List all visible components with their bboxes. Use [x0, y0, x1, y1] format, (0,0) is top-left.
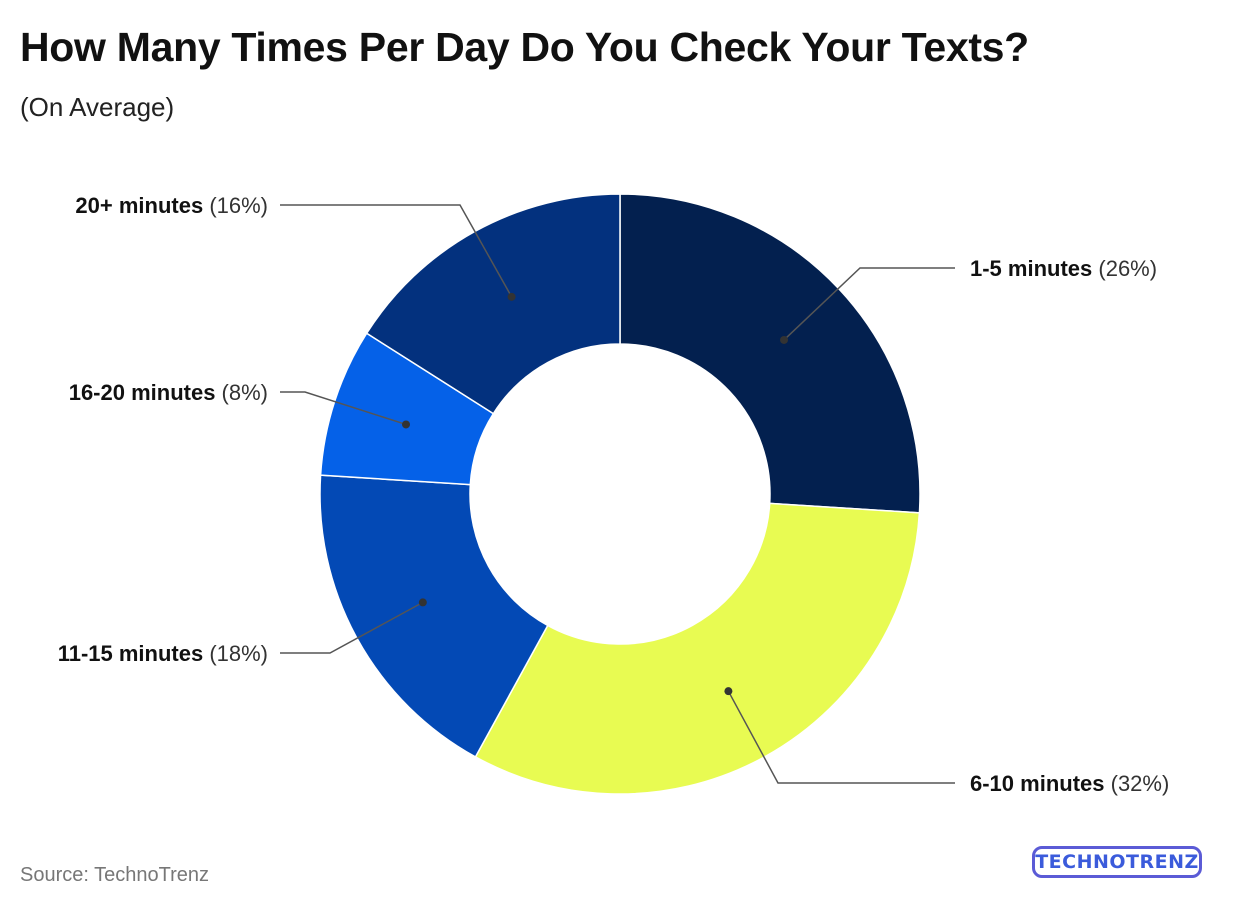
slice-11-15-minutes: [319, 474, 549, 758]
slice-label-6-10-minutes: 6-10 minutes (32%): [970, 771, 1169, 796]
leader-dot-20-minutes: [507, 292, 516, 301]
leader-dot-11-15-minutes: [418, 598, 427, 607]
leader-line-11-15-minutes: [280, 601, 424, 654]
slice-label-name: 20+ minutes: [75, 193, 203, 218]
slice-1-5-minutes: [619, 193, 921, 514]
brand-logo-text: TECHNOTRENZ: [1035, 851, 1199, 873]
leader-line-1-5-minutes: [783, 267, 955, 341]
brand-logo: TECHNOTRENZ: [1032, 846, 1202, 878]
source-note: Source: TechnoTrenz: [20, 864, 209, 886]
slice-label-20-minutes: 20+ minutes (16%): [75, 193, 268, 218]
slice-label-value: (26%): [1092, 256, 1157, 281]
slice-label-value: (16%): [203, 193, 268, 218]
leader-dot-1-5-minutes: [780, 335, 789, 344]
leader-dot-6-10-minutes: [724, 687, 733, 696]
slice-label-value: (8%): [215, 380, 268, 405]
slice-label-value: (18%): [203, 641, 268, 666]
slice-label-name: 16-20 minutes: [69, 380, 216, 405]
leader-line-6-10-minutes: [727, 690, 955, 784]
slice-label-name: 11-15 minutes: [58, 641, 204, 666]
leader-dot-16-20-minutes: [402, 420, 411, 429]
slice-label-value: (32%): [1105, 771, 1170, 796]
slice-label-16-20-minutes: 16-20 minutes (8%): [69, 380, 268, 405]
slice-label-name: 6-10 minutes: [970, 771, 1105, 796]
slice-label-11-15-minutes: 11-15 minutes (18%): [58, 641, 268, 666]
chart-title: How Many Times Per Day Do You Check Your…: [20, 24, 1029, 70]
slice-6-10-minutes: [474, 502, 921, 795]
leader-line-20-minutes: [280, 204, 513, 298]
slice-20-minutes: [365, 193, 621, 415]
leader-line-16-20-minutes: [280, 391, 407, 426]
slice-label-1-5-minutes: 1-5 minutes (26%): [970, 256, 1157, 281]
slice-label-name: 1-5 minutes: [970, 256, 1092, 281]
chart-subtitle: (On Average): [20, 92, 175, 122]
